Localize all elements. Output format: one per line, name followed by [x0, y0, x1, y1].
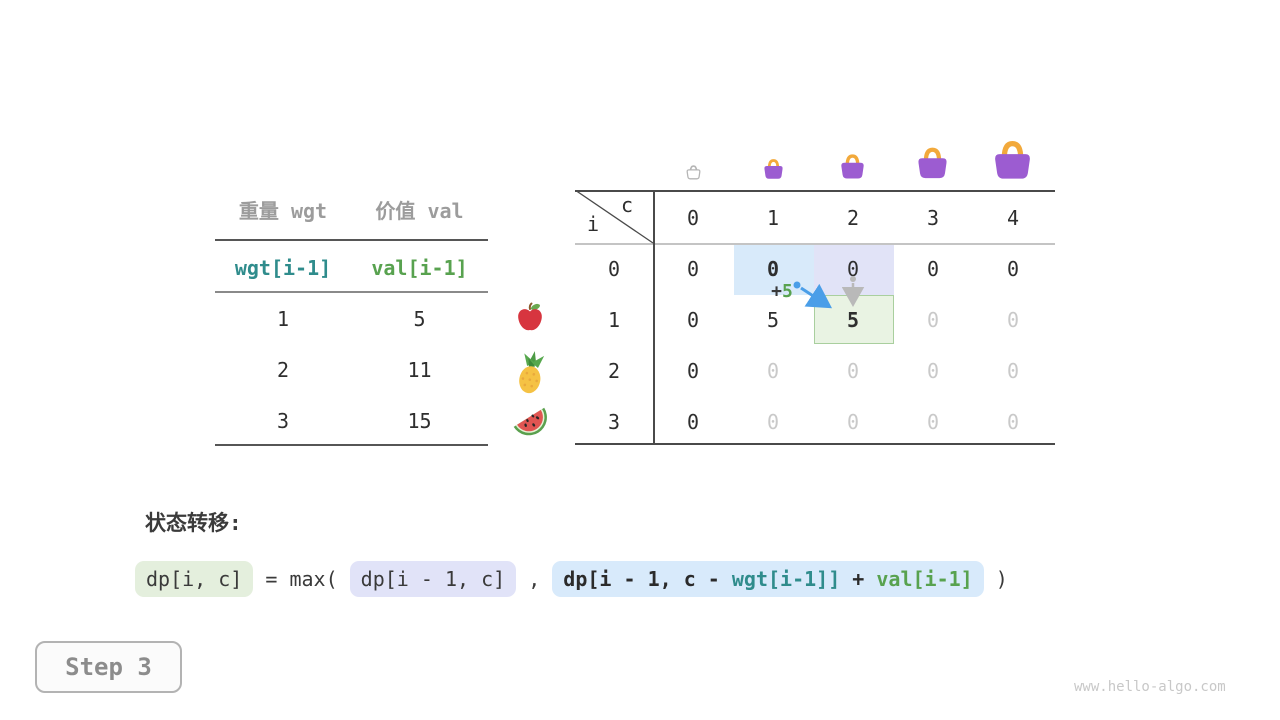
formula-arg2-val: val[i-1]	[876, 567, 973, 591]
dp-rule-vertical	[653, 190, 655, 445]
dp-cell-2-1: 0	[766, 359, 780, 383]
highlight-source-cell	[734, 245, 814, 295]
dp-col-header: 3	[926, 206, 940, 230]
dp-col-header: 1	[766, 206, 780, 230]
items-table-rule-top	[215, 239, 488, 241]
items-table-rule-mid	[215, 291, 488, 293]
item-value: 5	[413, 307, 426, 331]
dp-rule-bottom	[575, 443, 1055, 445]
formula-lhs-pill: dp[i, c]	[135, 561, 254, 597]
dp-cell-0-4: 0	[1006, 257, 1020, 281]
bag-xlarge-icon	[995, 141, 1030, 179]
dp-row-header: 2	[607, 359, 621, 383]
formula-arg2-pill: dp[i - 1, c - wgt[i-1]] + val[i-1]	[552, 561, 984, 597]
watermark: www.hello-algo.com	[1074, 679, 1226, 695]
item-weight: 1	[276, 307, 290, 331]
dp-row-header: 1	[607, 308, 621, 332]
formula-arg2-prefix: dp[i - 1, c -	[563, 567, 732, 591]
bag-small-icon	[764, 159, 783, 179]
pineapple-icon	[519, 351, 545, 394]
dp-cell-0-1: 0	[766, 257, 780, 281]
dp-cell-1-3: 0	[926, 308, 940, 332]
corner-row-var: i	[587, 212, 600, 236]
dp-cell-2-2: 0	[846, 359, 860, 383]
dp-cell-1-2: 5	[846, 308, 860, 332]
add-value-annotation: +5	[757, 282, 807, 302]
dp-cell-0-3: 0	[926, 257, 940, 281]
formula-comma: ,	[516, 567, 553, 591]
formula-arg2-plus: +	[840, 567, 877, 591]
formula-close-paren: )	[983, 567, 1008, 591]
item-weight: 2	[276, 358, 290, 382]
dp-cell-3-1: 0	[766, 410, 780, 434]
dp-cell-1-4: 0	[1006, 308, 1020, 332]
bag-outline-icon	[686, 165, 701, 180]
dp-cell-3-3: 0	[926, 410, 940, 434]
bag-large-icon	[918, 147, 947, 179]
items-table-rule-bottom	[215, 444, 488, 446]
dp-cell-0-0: 0	[686, 257, 700, 281]
step-badge: Step 3	[35, 641, 182, 693]
dp-cell-1-0: 0	[686, 308, 700, 332]
dp-col-header: 0	[686, 206, 700, 230]
items-weight-header: 重量 wgt	[238, 199, 328, 223]
item-value: 15	[407, 409, 432, 433]
dp-col-header: 2	[846, 206, 860, 230]
items-weight-var: wgt[i-1]	[234, 256, 332, 280]
dp-cell-2-4: 0	[1006, 359, 1020, 383]
dp-table: c i 0 1 2 3 4 0 1 2 3 0 0 0 0 0 0 5 5 0 …	[575, 190, 1055, 446]
dp-cell-1-1: 5	[766, 308, 780, 332]
step-badge-label: Step 3	[65, 653, 152, 681]
dp-cell-2-0: 0	[686, 359, 700, 383]
added-value: 5	[782, 281, 793, 302]
items-value-header: 价值 val	[375, 199, 464, 223]
watermelon-icon	[513, 407, 547, 436]
bag-medium-icon	[841, 154, 864, 179]
dp-cell-0-2: 0	[846, 257, 860, 281]
formula-eq-max: = max(	[253, 567, 350, 591]
dp-rule-top	[575, 190, 1055, 192]
formula-arg1-pill: dp[i - 1, c]	[349, 561, 517, 597]
dp-col-header: 4	[1006, 206, 1020, 230]
item-weight: 3	[276, 409, 290, 433]
dp-cell-3-4: 0	[1006, 410, 1020, 434]
corner-col-var: c	[621, 193, 634, 217]
corner-diagonal	[575, 190, 654, 244]
items-value-var: val[i-1]	[371, 256, 468, 280]
item-value: 11	[407, 358, 432, 382]
transition-label: 状态转移:	[145, 511, 242, 535]
dp-row-header: 0	[607, 257, 621, 281]
dp-cell-2-3: 0	[926, 359, 940, 383]
dp-row-header: 3	[607, 410, 621, 434]
transition-formula: dp[i, c] = max( dp[i - 1, c] , dp[i - 1,…	[135, 561, 1008, 597]
apple-icon	[518, 302, 542, 331]
dp-cell-3-2: 0	[846, 410, 860, 434]
plus-sign: +	[771, 281, 782, 302]
dp-cell-3-0: 0	[686, 410, 700, 434]
dp-rule-header	[575, 243, 1055, 245]
formula-arg2-wgt: wgt[i-1]]	[731, 567, 841, 591]
